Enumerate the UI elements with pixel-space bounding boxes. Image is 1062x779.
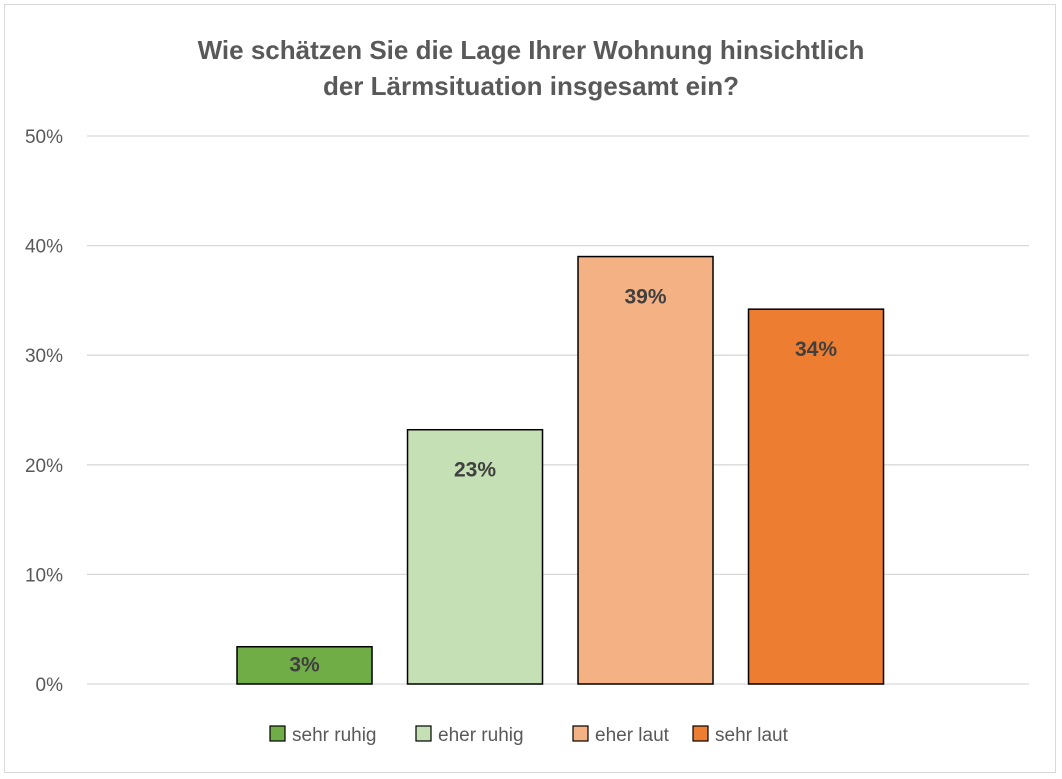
y-tick-label: 10%: [25, 565, 63, 586]
data-labels: 3% 23% 39% 34%: [289, 286, 837, 677]
legend-label-sehr-ruhig: sehr ruhig: [292, 725, 377, 746]
legend-swatch-eher-laut: [572, 725, 589, 742]
chart-title: Wie schätzen Sie die Lage Ihrer Wohnung …: [198, 35, 865, 101]
bar-sehr-ruhig: [236, 645, 373, 685]
bar-sehr-laut: [747, 308, 885, 685]
y-tick-label: 30%: [25, 346, 63, 367]
bars: [236, 255, 885, 685]
legend-swatch-eher-ruhig: [415, 725, 432, 742]
legend: sehr ruhig eher ruhig eher laut sehr laut: [269, 725, 789, 746]
bar-chart: Wie schätzen Sie die Lage Ihrer Wohnung …: [25, 35, 1029, 746]
legend-label-sehr-laut: sehr laut: [715, 725, 789, 746]
chart-title-line-1: Wie schätzen Sie die Lage Ihrer Wohnung …: [198, 35, 865, 65]
gridlines: [87, 135, 1029, 685]
legend-swatch-sehr-laut: [692, 725, 709, 742]
legend-label-eher-laut: eher laut: [595, 725, 670, 746]
data-label-eher-laut: 39%: [625, 286, 667, 309]
data-label-sehr-laut: 34%: [795, 338, 837, 361]
legend-swatch-sehr-ruhig: [269, 725, 286, 742]
data-label-eher-ruhig: 23%: [454, 459, 496, 482]
bar-eher-laut: [577, 255, 714, 685]
y-tick-label: 50%: [25, 127, 63, 148]
y-axis-tick-labels: 0% 10% 20% 30% 40% 50%: [25, 127, 63, 696]
chart-title-line-2: der Lärmsituation insgesamt ein?: [323, 71, 739, 101]
legend-label-eher-ruhig: eher ruhig: [438, 725, 524, 746]
y-tick-label: 20%: [25, 456, 63, 477]
y-tick-label: 40%: [25, 237, 63, 258]
data-label-sehr-ruhig: 3%: [289, 654, 320, 677]
y-tick-label: 0%: [36, 675, 64, 696]
bar-eher-ruhig: [406, 428, 544, 685]
chart-frame: Wie schätzen Sie die Lage Ihrer Wohnung …: [4, 4, 1056, 773]
